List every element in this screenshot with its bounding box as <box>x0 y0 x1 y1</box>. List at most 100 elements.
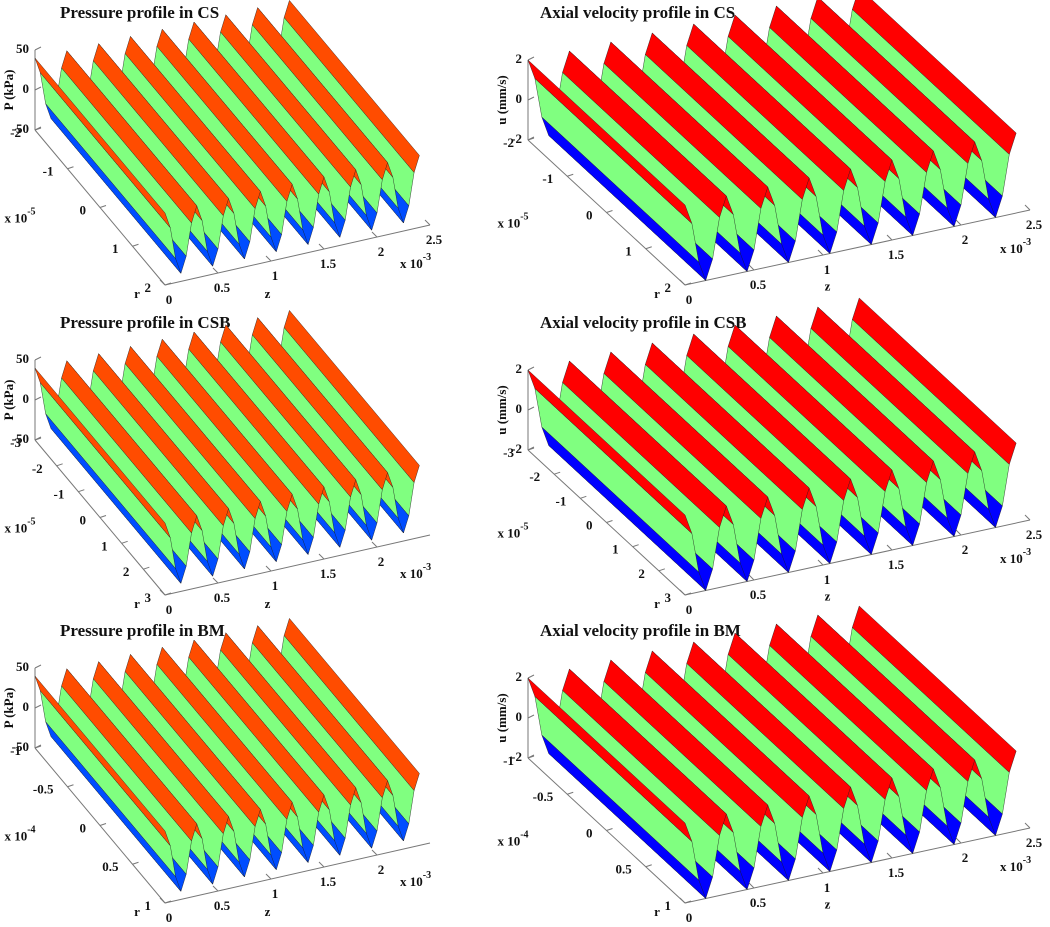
y-axis-label: u (mm/s) <box>494 385 509 434</box>
r-tick <box>99 823 107 826</box>
y-tick-label: 50 <box>16 659 29 674</box>
r-tick <box>645 246 652 250</box>
y-tick <box>34 704 42 709</box>
z-tick-label: 0.5 <box>214 280 231 295</box>
r-tick-label: -2 <box>503 135 514 150</box>
y-tick-label: 0 <box>516 91 523 106</box>
r-tick-label: -2 <box>32 461 43 476</box>
r-axis-label: r <box>654 904 660 919</box>
r-tick <box>164 282 172 286</box>
y-tick <box>527 674 535 679</box>
r-tick <box>527 137 535 141</box>
y-tick <box>527 366 535 371</box>
y-tick-label: 2 <box>516 51 523 66</box>
z-tick <box>748 264 755 271</box>
surface <box>527 297 1017 591</box>
z-tick-label: 0.5 <box>750 587 767 602</box>
y-axis-label: u (mm/s) <box>494 693 509 742</box>
multiplier-exponent: -4 <box>520 830 528 841</box>
surface <box>34 309 420 584</box>
r-tick-label: 1 <box>612 542 619 557</box>
surface-chart: Pressure profile in BM-50050-1-0.500.510… <box>1 617 431 925</box>
z-tick-label: 0 <box>686 292 693 307</box>
z-tick-label: 1 <box>272 268 279 283</box>
r-tick <box>684 592 692 596</box>
r-tick-label: -2 <box>529 469 540 484</box>
z-tick-label: 0 <box>166 292 173 307</box>
multiplier-base: x 10 <box>4 828 27 843</box>
z-tick-label: 1.5 <box>320 256 337 271</box>
surface-strip <box>527 677 693 842</box>
y-tick-label: -50 <box>12 431 29 446</box>
chart-title: Pressure profile in CS <box>60 3 219 22</box>
r-tick <box>132 861 139 865</box>
z-tick <box>817 559 824 566</box>
z-tick <box>159 897 166 904</box>
y-tick <box>34 86 42 91</box>
r-tick <box>554 471 561 475</box>
r-multiplier: x 10-4 <box>497 830 528 849</box>
r-multiplier: x 10-5 <box>497 212 528 231</box>
z-axis <box>684 209 1031 286</box>
r-tick-label: -1 <box>555 493 566 508</box>
multiplier-exponent: -5 <box>520 522 528 533</box>
r-tick <box>580 495 587 499</box>
r-multiplier: x 10-4 <box>4 825 35 844</box>
z-tick-label: 0 <box>166 910 173 925</box>
y-tick-label: 50 <box>16 41 29 56</box>
z-tick <box>817 867 824 874</box>
y-tick-label: 2 <box>516 669 523 684</box>
surface-chart: Pressure profile in CS-50050-2-101200.51… <box>1 0 443 307</box>
r-tick-label: -1 <box>43 164 54 179</box>
r-tick <box>606 520 613 523</box>
y-tick-label: 0 <box>23 391 30 406</box>
multiplier-exponent: -3 <box>423 562 431 573</box>
r-axis-label: r <box>654 596 660 611</box>
r-tick <box>99 205 107 208</box>
z-axis <box>164 842 431 904</box>
r-tick-label: -3 <box>503 445 514 460</box>
z-tick-label: 1 <box>272 578 279 593</box>
r-tick-label: 0 <box>586 207 593 222</box>
r-tick-label: 0.5 <box>102 859 119 874</box>
multiplier-base: x 10 <box>4 210 27 225</box>
z-axis <box>684 519 1031 596</box>
z-tick-label: 2.5 <box>1026 217 1043 232</box>
y-tick-label: -2 <box>511 749 522 764</box>
y-tick-label: 50 <box>16 351 29 366</box>
z-tick <box>371 849 378 856</box>
multiplier-exponent: -3 <box>1023 855 1031 866</box>
z-multiplier: x 10-3 <box>1000 237 1031 256</box>
z-tick-label: 2.5 <box>1026 527 1043 542</box>
multiplier-exponent: -5 <box>27 207 35 218</box>
r-tick-label: -1 <box>542 171 553 186</box>
z-tick-label: 2 <box>378 554 385 569</box>
r-tick-label: 1 <box>101 538 108 553</box>
y-tick-label: -50 <box>12 121 29 136</box>
chart-title: Pressure profile in BM <box>60 621 225 640</box>
z-tick-label: 1.5 <box>320 874 337 889</box>
z-axis-label: z <box>825 588 831 603</box>
z-tick <box>679 589 686 596</box>
surface <box>527 0 1017 281</box>
surface-strip <box>527 369 693 534</box>
y-tick-label: 0 <box>23 699 30 714</box>
r-tick-label: 1 <box>665 898 672 913</box>
r-tick <box>121 540 128 544</box>
r-tick <box>567 791 574 795</box>
r-tick-label: 1 <box>112 241 119 256</box>
z-tick <box>748 574 755 581</box>
r-tick-label: 0 <box>80 820 87 835</box>
multiplier-exponent: -5 <box>520 212 528 223</box>
z-tick <box>679 897 686 904</box>
chart-title: Pressure profile in CSB <box>60 313 230 332</box>
z-multiplier: x 10-3 <box>400 252 431 271</box>
z-tick <box>955 529 962 536</box>
r-tick-label: 0.5 <box>616 862 633 877</box>
chart-title: Axial velocity profile in CS <box>540 3 735 22</box>
z-tick-label: 1 <box>824 572 831 587</box>
r-tick <box>34 745 42 749</box>
multiplier-base: x 10 <box>497 833 520 848</box>
y-tick-label: 2 <box>516 361 523 376</box>
z-tick <box>955 219 962 226</box>
